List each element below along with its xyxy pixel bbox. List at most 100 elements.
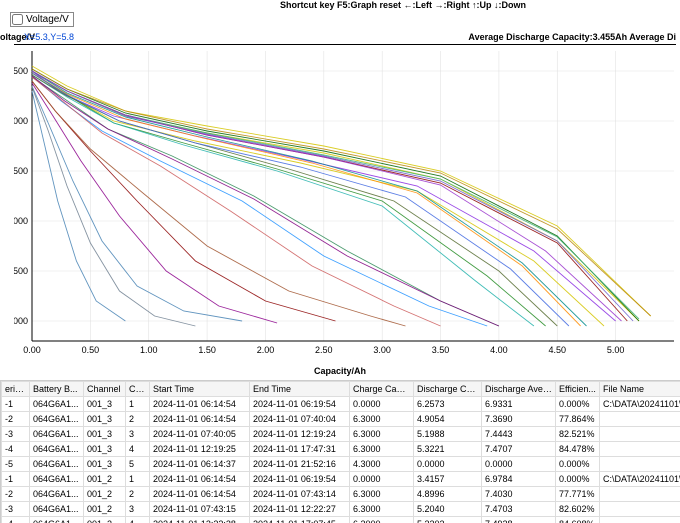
table-cell: 0.0000 (414, 457, 482, 472)
table-cell: 5 (126, 457, 150, 472)
table-cell: 2024-11-01 07:43:15 (150, 502, 250, 517)
table-row[interactable]: -3064G6A1...001_332024-11-01 07:40:05202… (2, 427, 680, 442)
svg-text:1.50: 1.50 (198, 345, 216, 355)
table-header[interactable]: Efficien... (556, 382, 600, 397)
svg-text:4.00: 4.00 (490, 345, 508, 355)
table-cell: 2024-11-01 06:14:54 (150, 487, 250, 502)
table-cell: 5.1988 (414, 427, 482, 442)
table-cell: 001_3 (84, 457, 126, 472)
table-cell: 7.4928 (482, 517, 556, 523)
table-cell: 0.0000 (350, 397, 414, 412)
table-cell: -4 (2, 442, 30, 457)
voltage-checkbox-input[interactable] (12, 14, 23, 25)
table-row[interactable]: -1064G6A1...001_212024-11-01 06:14:54202… (2, 472, 680, 487)
table-cell: 6.3000 (350, 442, 414, 457)
table-cell: 2024-11-01 12:19:25 (150, 442, 250, 457)
table-cell: 6.3000 (350, 427, 414, 442)
table-cell: 5.2040 (414, 502, 482, 517)
svg-text:2.50: 2.50 (315, 345, 333, 355)
table-cell: 3 (126, 427, 150, 442)
table-cell: 001_2 (84, 487, 126, 502)
table-cell (600, 502, 680, 517)
svg-text:7.000: 7.000 (14, 216, 28, 226)
table-cell: 2024-11-01 06:14:54 (150, 412, 250, 427)
table-cell: C:\DATA\20241101\G_COM1_064... (600, 397, 680, 412)
svg-text:6.000: 6.000 (14, 316, 28, 326)
table-header[interactable]: erial... (2, 382, 30, 397)
table-cell: 84.478% (556, 442, 600, 457)
table-cell: 2024-11-01 12:22:28 (150, 517, 250, 523)
table-header[interactable]: Cy... (126, 382, 150, 397)
svg-text:6.500: 6.500 (14, 266, 28, 276)
table-cell: 2024-11-01 07:40:04 (250, 412, 350, 427)
table-cell: 6.9784 (482, 472, 556, 487)
table-cell: 6.9331 (482, 397, 556, 412)
table-header[interactable]: Discharge Ca... (414, 382, 482, 397)
svg-text:1.00: 1.00 (140, 345, 158, 355)
avg-discharge-text: Average Discharge Capacity:3.455Ah Avera… (468, 32, 676, 42)
table-cell: 3 (126, 502, 150, 517)
table-cell: 77.864% (556, 412, 600, 427)
table-row[interactable]: -1064G6A1...001_312024-11-01 06:14:54202… (2, 397, 680, 412)
table-cell: 064G6A1... (30, 517, 84, 523)
svg-text:3.00: 3.00 (373, 345, 391, 355)
data-table[interactable]: erial...Battery B...ChannelCy...Start Ti… (0, 380, 680, 523)
svg-text:2.00: 2.00 (257, 345, 275, 355)
cursor-coord: X=5.3,Y=5.8 (24, 32, 74, 42)
table-cell: 7.4707 (482, 442, 556, 457)
table-row[interactable]: -2064G6A1...001_222024-11-01 06:14:54202… (2, 487, 680, 502)
table-cell: 2024-11-01 07:43:14 (250, 487, 350, 502)
table-cell: 064G6A1... (30, 472, 84, 487)
table-cell: 0.000% (556, 397, 600, 412)
table-row[interactable]: -5064G6A1...001_352024-11-01 06:14:37202… (2, 457, 680, 472)
table-cell: 7.4703 (482, 502, 556, 517)
table-cell: 1 (126, 472, 150, 487)
table-cell: 6.3000 (350, 412, 414, 427)
table-cell (600, 442, 680, 457)
svg-text:8.500: 8.500 (14, 66, 28, 76)
svg-text:0.00: 0.00 (23, 345, 41, 355)
table-cell: 2024-11-01 06:14:54 (150, 472, 250, 487)
table-header[interactable]: Start Time (150, 382, 250, 397)
table-row[interactable]: -4064G6A1...001_242024-11-01 12:22:28202… (2, 517, 680, 523)
table-header[interactable]: Channel (84, 382, 126, 397)
table-cell: 2024-11-01 06:14:37 (150, 457, 250, 472)
table-cell (600, 412, 680, 427)
table-cell: 0.0000 (482, 457, 556, 472)
table-cell: -2 (2, 412, 30, 427)
table-cell: 2024-11-01 21:52:16 (250, 457, 350, 472)
table-row[interactable]: -4064G6A1...001_342024-11-01 12:19:25202… (2, 442, 680, 457)
table-row[interactable]: -3064G6A1...001_232024-11-01 07:43:15202… (2, 502, 680, 517)
table-header[interactable]: Charge Capa... (350, 382, 414, 397)
table-cell: -3 (2, 502, 30, 517)
table-cell: 2024-11-01 06:19:54 (250, 397, 350, 412)
table-cell: -2 (2, 487, 30, 502)
voltage-checkbox[interactable]: Voltage/V (10, 12, 74, 27)
table-cell: 064G6A1... (30, 502, 84, 517)
discharge-curve-chart[interactable]: 8.5008.0007.5007.0006.5006.0000.000.501.… (14, 44, 676, 363)
table-row[interactable]: -2064G6A1...001_322024-11-01 06:14:54202… (2, 412, 680, 427)
table-cell: 2024-11-01 12:22:27 (250, 502, 350, 517)
table-cell: 6.3000 (350, 502, 414, 517)
table-cell: 4 (126, 442, 150, 457)
svg-text:4.50: 4.50 (549, 345, 567, 355)
table-cell (600, 457, 680, 472)
table-cell: 5.3221 (414, 442, 482, 457)
x-axis-label: Capacity/Ah (0, 366, 680, 376)
svg-text:3.50: 3.50 (432, 345, 450, 355)
table-cell: 5.3303 (414, 517, 482, 523)
table-header[interactable]: File Name (600, 382, 680, 397)
table-cell: 84.608% (556, 517, 600, 523)
table-header[interactable]: Discharge Aver... (482, 382, 556, 397)
table-cell: 001_2 (84, 502, 126, 517)
svg-text:7.500: 7.500 (14, 166, 28, 176)
table-cell: 0.0000 (350, 472, 414, 487)
table-cell: 82.602% (556, 502, 600, 517)
table-cell: 4 (126, 517, 150, 523)
table-cell: 0.000% (556, 457, 600, 472)
table-cell: 2024-11-01 06:14:54 (150, 397, 250, 412)
table-header[interactable]: End Time (250, 382, 350, 397)
table-cell: 2024-11-01 07:40:05 (150, 427, 250, 442)
table-header[interactable]: Battery B... (30, 382, 84, 397)
table-cell: 2024-11-01 06:19:54 (250, 472, 350, 487)
